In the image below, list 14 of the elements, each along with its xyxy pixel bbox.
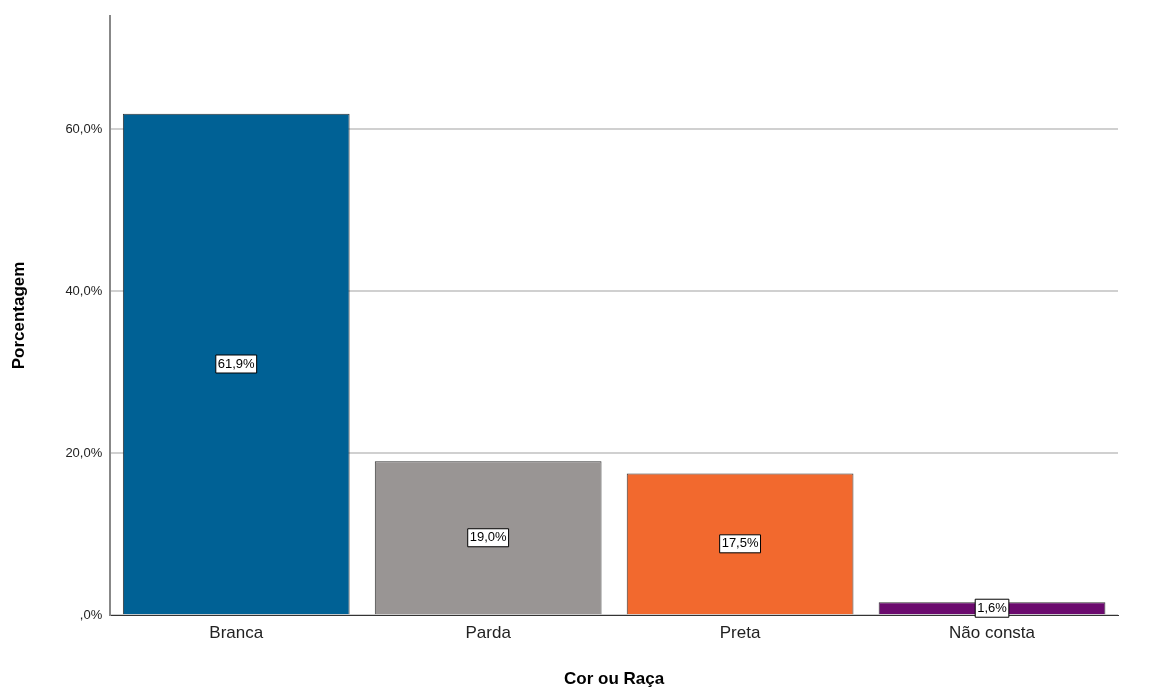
y-tick-label: 60,0% [65, 120, 103, 136]
x-axis-title: Cor ou Raça [564, 669, 665, 689]
y-axis-title: Porcentagem [8, 261, 28, 370]
y-tick-label: 40,0% [65, 282, 103, 298]
y-tick-label: ,0% [79, 606, 103, 622]
x-tick-label: Parda [465, 623, 512, 643]
x-tick-label: Branca [209, 623, 264, 643]
data-label: 17,5% [721, 535, 759, 551]
x-tick-label: Não consta [949, 623, 1036, 643]
x-tick-label: Preta [719, 623, 761, 643]
y-tick-label: 20,0% [65, 444, 103, 460]
data-label: 19,0% [469, 529, 508, 545]
data-label: 61,9% [217, 355, 256, 371]
data-label: 1,6% [977, 599, 1008, 615]
